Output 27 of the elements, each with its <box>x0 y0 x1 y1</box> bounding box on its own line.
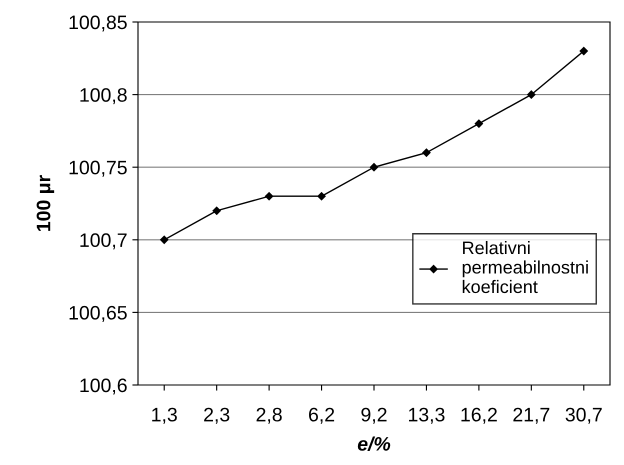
point <box>422 148 431 157</box>
x-tick-label: 13,3 <box>409 408 445 424</box>
point <box>474 120 484 128</box>
point <box>212 206 221 215</box>
legend-label: Relativni permeabilnostni koeficient <box>462 240 588 294</box>
x-axis-title: e/% <box>358 436 390 451</box>
y-tick-label: 100,85 <box>70 15 127 32</box>
point <box>370 163 378 172</box>
point <box>264 192 274 200</box>
point <box>527 90 536 99</box>
x-tick-label: 6,2 <box>309 408 334 424</box>
x-tick-label: 9,2 <box>361 408 387 424</box>
point <box>580 46 588 56</box>
x-tick-label: 30,7 <box>566 408 602 424</box>
y-tick-label: 100,7 <box>80 233 127 250</box>
point <box>160 236 168 244</box>
y-tick-label: 100,65 <box>70 306 127 322</box>
x-tick-label: 2,8 <box>256 408 282 424</box>
y-tick-label: 100,6 <box>80 378 127 395</box>
point <box>317 192 326 200</box>
x-tick-label: 1,3 <box>152 408 177 424</box>
y-tick-label: 100,75 <box>70 160 127 177</box>
x-tick-label: 21,7 <box>513 408 550 424</box>
y-tick-label: 100,8 <box>80 88 127 104</box>
x-tick-label: 16,2 <box>461 408 497 424</box>
x-tick-label: 2,3 <box>204 408 230 424</box>
y-axis-title: 100 μr <box>36 175 54 231</box>
